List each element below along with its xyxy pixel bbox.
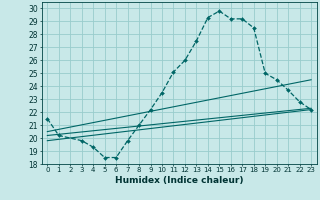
X-axis label: Humidex (Indice chaleur): Humidex (Indice chaleur) [115,176,244,185]
